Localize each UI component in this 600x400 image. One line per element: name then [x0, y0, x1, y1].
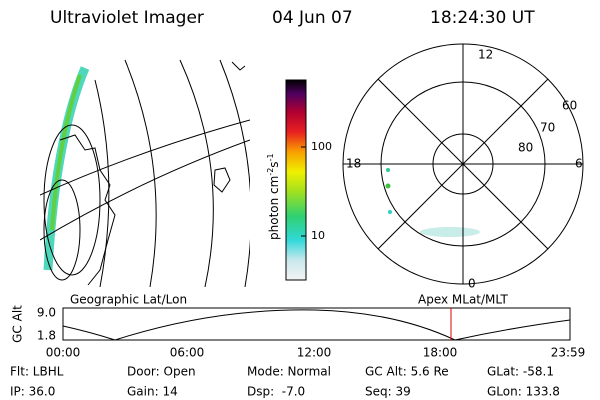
- x-tick-label: 12:00: [297, 346, 332, 360]
- polar-label: 12: [478, 48, 493, 62]
- grid-ellipse: [43, 124, 101, 276]
- colorbar-label: photon cm-2s-1: [266, 153, 281, 240]
- coastline: [59, 134, 116, 286]
- x-tick-label: 23:59: [551, 346, 586, 360]
- colorbar: [285, 79, 307, 281]
- map: [40, 59, 250, 287]
- emission: [420, 227, 480, 237]
- status: Mode: Normal: [247, 365, 331, 379]
- colorbar-tick-label: 100: [311, 140, 332, 153]
- meridian: [124, 59, 157, 287]
- status: GLon: 133.8: [487, 385, 560, 399]
- parallel: [40, 119, 250, 196]
- meridian: [219, 59, 250, 287]
- y-tick-label: 9.0: [37, 306, 56, 320]
- coastline: [213, 167, 231, 193]
- x-tick-label: 18:00: [423, 346, 458, 360]
- status: Flt: LBHL: [10, 365, 64, 379]
- status: Dsp: -7.0: [247, 385, 305, 399]
- date: 04 Jun 07: [272, 8, 353, 28]
- emission: [388, 210, 392, 214]
- polar-label: 70: [540, 121, 555, 135]
- emission: [385, 183, 391, 189]
- unit: photon cm: [267, 176, 281, 240]
- coastline: [231, 61, 246, 71]
- unit: s: [267, 161, 281, 167]
- timeline-title: Apex MLat/MLT: [418, 293, 508, 307]
- polar-label: 60: [562, 99, 577, 113]
- status: GC Alt: 5.6 Re: [365, 365, 449, 379]
- status: IP: 36.0: [10, 385, 55, 399]
- status: Seq: 39: [365, 385, 411, 399]
- status: Gain: 14: [127, 385, 178, 399]
- footer: Flt: LBHL Door: Open Mode: Normal GC Alt…: [10, 365, 560, 399]
- meridian: [94, 79, 110, 287]
- y-tick-label: 1.8: [37, 329, 56, 343]
- polar-label: 80: [518, 141, 533, 155]
- time: 18:24:30 UT: [430, 8, 535, 28]
- polar-label: 18: [346, 157, 361, 171]
- polar-plot: 12 60 70 80 18 6 0: [342, 43, 584, 291]
- parallel: [40, 139, 250, 241]
- timeline-title: Geographic Lat/Lon: [70, 293, 187, 307]
- emission: [386, 168, 390, 172]
- spoke: [377, 78, 549, 250]
- x-tick-label: 00:00: [46, 346, 81, 360]
- title: Ultraviolet Imager: [50, 8, 204, 28]
- colorbar-tick-label: 10: [311, 229, 325, 242]
- polar-label: 0: [468, 277, 476, 291]
- altitude-curve: [62, 309, 571, 341]
- meridian: [179, 59, 214, 287]
- exponent: -2: [266, 168, 275, 176]
- status: Door: Open: [127, 365, 196, 379]
- timeline: Geographic Lat/Lon Apex MLat/MLT GC Alt …: [11, 293, 586, 360]
- polar-label: 6: [575, 157, 583, 171]
- axis-label: GC Alt: [11, 305, 25, 343]
- status: GLat: -58.1: [487, 365, 554, 379]
- x-tick-label: 06:00: [170, 346, 205, 360]
- timeline-frame: [62, 307, 571, 341]
- aurora-core: [50, 74, 82, 231]
- grid-ellipse: [43, 179, 81, 281]
- exponent: -1: [266, 153, 275, 161]
